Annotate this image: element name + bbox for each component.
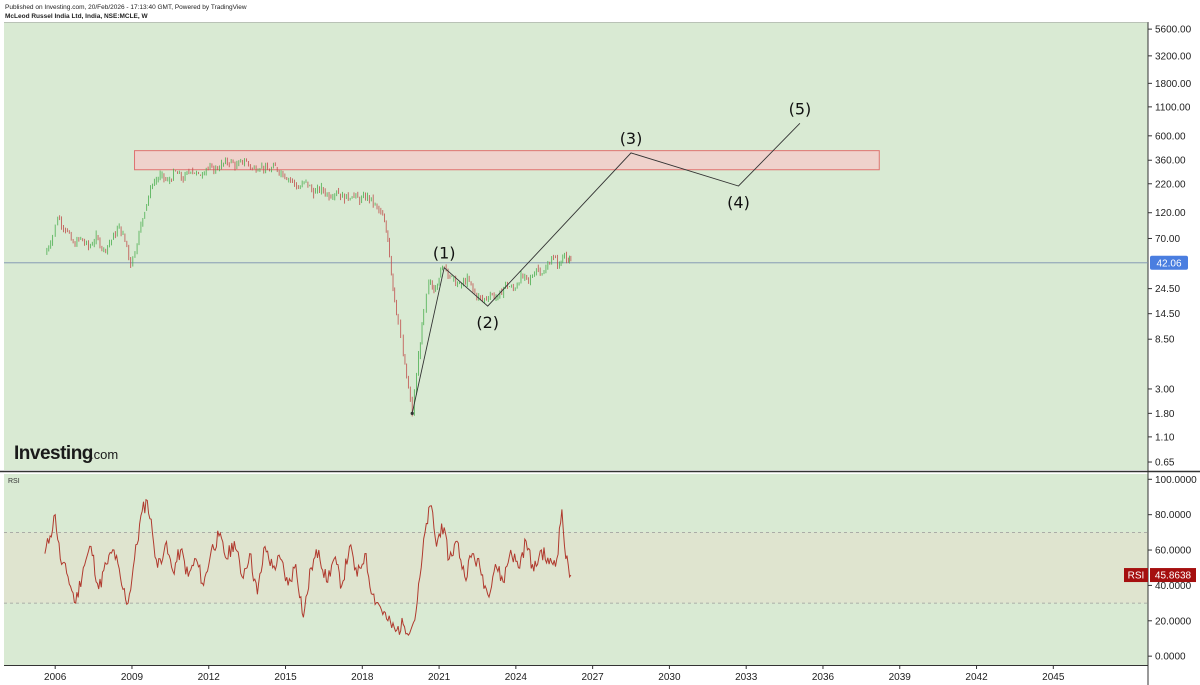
time-tick-label: 2039 xyxy=(889,672,912,683)
rsi-axis-ticks: 100.0000 80.0000 60.0000 40.0000 20.0000 0.00… xyxy=(1148,475,1197,663)
time-tick-label: 2045 xyxy=(1042,672,1065,683)
price-series xyxy=(46,157,572,417)
rsi-tick-label: 40.0000 xyxy=(1155,581,1192,592)
price-tick-label: 24.50 xyxy=(1155,284,1180,295)
price-tick-label: 5600.00 xyxy=(1155,25,1192,36)
price-tick-label: 14.50 xyxy=(1155,309,1180,320)
wave-path-line xyxy=(411,122,801,414)
time-axis-ticks: 2006 2009 2012 2015 2018 2021 2024 2027 2030 2033… xyxy=(44,665,1065,683)
time-tick-label: 2027 xyxy=(582,672,605,683)
resistance-zone[interactable] xyxy=(134,150,880,171)
price-tick-label: 1.80 xyxy=(1155,409,1175,420)
rsi-band-lines xyxy=(4,532,1148,604)
time-tick-label: 2006 xyxy=(44,672,67,683)
published-note: Published on Investing.com, 20/Feb/2026 … xyxy=(5,4,247,11)
rsi-band xyxy=(4,532,1148,604)
time-tick-label: 2012 xyxy=(198,672,221,683)
wave-label: (2) xyxy=(476,313,499,332)
symbol-title: McLeod Russel India Ltd, India, NSE:MCLE… xyxy=(5,13,148,20)
time-tick-label: 2030 xyxy=(658,672,681,683)
rsi-tick-label: 100.0000 xyxy=(1155,475,1197,486)
price-tick-label: 70.00 xyxy=(1155,234,1180,245)
logo-text: Investing xyxy=(14,443,93,464)
rsi-tick-label: 0.0000 xyxy=(1155,652,1186,663)
price-tick-label: 1800.00 xyxy=(1155,79,1192,90)
last-price-value: 42.06 xyxy=(1156,258,1181,269)
rsi-badge-label: RSI xyxy=(1128,571,1145,582)
price-tick-label: 1100.00 xyxy=(1155,102,1191,113)
time-tick-label: 2024 xyxy=(505,672,528,683)
wave-projection[interactable]: (1) (2) (3) (4) (5) xyxy=(410,99,812,415)
last-price-badge: 42.06 xyxy=(1150,255,1188,270)
rsi-tick-label: 20.0000 xyxy=(1155,616,1192,627)
price-tick-label: 220.00 xyxy=(1155,179,1186,190)
price-tick-label: 600.00 xyxy=(1155,131,1186,142)
rsi-value-badge: RSI 45.8638 xyxy=(1124,568,1196,583)
price-tick-label: 1.10 xyxy=(1155,432,1175,443)
price-panel[interactable] xyxy=(4,22,1148,470)
price-tick-label: 360.00 xyxy=(1155,156,1186,167)
price-tick-label: 8.50 xyxy=(1155,335,1175,346)
price-tick-label: 3200.00 xyxy=(1155,51,1192,62)
rsi-tick-label: 60.0000 xyxy=(1155,546,1192,557)
time-tick-label: 2042 xyxy=(965,672,988,683)
price-tick-label: 3.00 xyxy=(1155,384,1175,395)
time-tick-label: 2033 xyxy=(735,672,758,683)
rsi-line xyxy=(44,498,572,637)
time-tick-label: 2018 xyxy=(351,672,374,683)
wave-label: (3) xyxy=(620,129,643,148)
wave-label: (1) xyxy=(433,244,456,263)
rsi-tick-label: 80.0000 xyxy=(1155,510,1192,521)
time-tick-label: 2015 xyxy=(274,672,297,683)
price-tick-label: 0.65 xyxy=(1155,458,1175,469)
time-tick-label: 2036 xyxy=(812,672,835,683)
rsi-title: RSI xyxy=(8,478,20,485)
wave-label: (5) xyxy=(789,99,812,118)
investing-logo: Investing .com xyxy=(14,443,118,464)
chart-header: Published on Investing.com, 20/Feb/2026 … xyxy=(5,3,247,21)
wave-start-point xyxy=(410,411,414,415)
time-tick-label: 2009 xyxy=(121,672,144,683)
logo-suffix: .com xyxy=(90,447,118,462)
rsi-last-value: 45.8638 xyxy=(1155,571,1192,582)
wave-label: (4) xyxy=(727,193,750,212)
price-axis-ticks: 5600.00 3200.00 1800.00 1100.00 600.00 360.00… xyxy=(1148,25,1192,469)
resistance-zone-rect xyxy=(134,150,880,171)
time-tick-label: 2021 xyxy=(428,672,451,683)
price-tick-label: 120.00 xyxy=(1155,208,1186,219)
